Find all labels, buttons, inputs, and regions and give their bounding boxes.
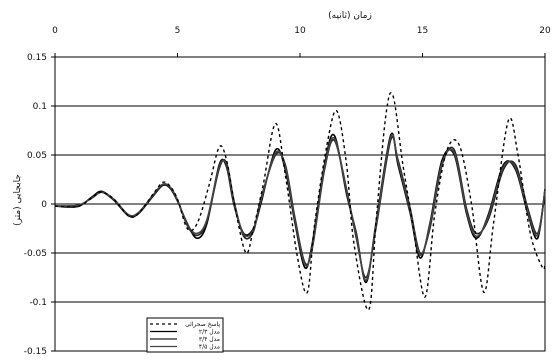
x-tick-label: 10 (294, 26, 306, 36)
legend-label-2: ۳/۴ مدل (199, 336, 220, 343)
y-tick-label: 0.15 (27, 53, 47, 63)
x-tick-label: 0 (52, 26, 58, 36)
data-series (54, 92, 546, 311)
tick-labels: 0.15 0.1 0.05 0 -0.05 -0.1 -0.15 0 5 10 15 20 (24, 26, 551, 357)
x-axis-title: زمان (ثانیه) (328, 11, 372, 21)
legend-label-1: ۲/۳ مدل (199, 329, 220, 336)
y-tick-label: -0.1 (29, 298, 47, 308)
y-tick-label: -0.15 (24, 347, 47, 357)
series-line-0 (54, 92, 546, 311)
y-tick-label: 0.1 (33, 102, 47, 112)
y-tick-label: 0 (41, 200, 47, 210)
y-axis-title: جابجایی (متر) (13, 174, 23, 226)
y-tick-label: 0.05 (27, 151, 47, 161)
legend-label-3: ۴/۵ مدل (199, 344, 220, 351)
x-tick-label: 5 (175, 26, 181, 36)
series-line-3 (54, 134, 546, 282)
x-tick-label: 15 (417, 26, 428, 36)
y-tick-label: -0.05 (24, 249, 47, 259)
x-tick-label: 20 (539, 26, 551, 36)
legend-label-0: پاسخ صحرائی (185, 321, 220, 328)
